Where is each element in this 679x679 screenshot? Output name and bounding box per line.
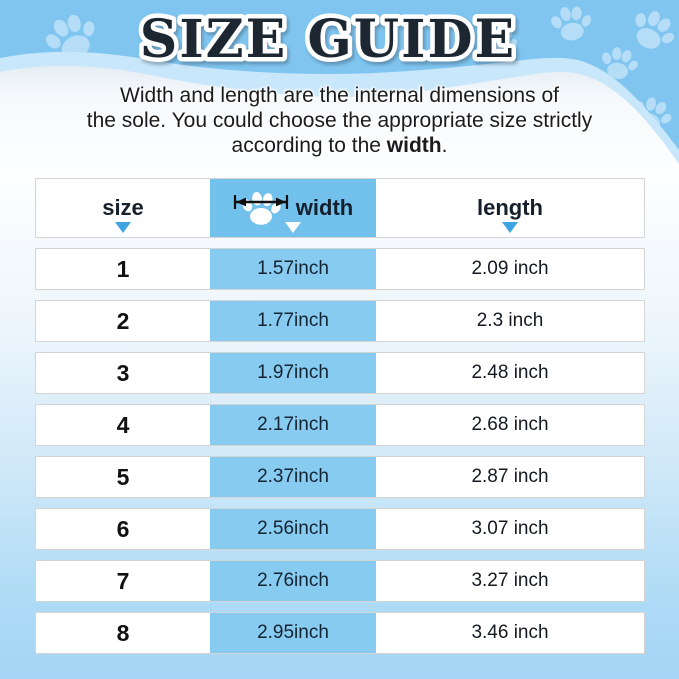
description-text: Width and length are the internal dimens… <box>0 83 679 158</box>
size-value: 2 <box>116 307 130 334</box>
size-value: 5 <box>116 463 130 490</box>
wave-white <box>0 65 679 175</box>
table-header-row: size width length <box>35 178 645 238</box>
width-value: 1.57inch <box>210 249 376 289</box>
size-value: 6 <box>116 515 130 542</box>
page-title: SIZE GUIDE <box>140 9 516 70</box>
header-length-label: length <box>477 195 543 220</box>
width-value: 2.37inch <box>210 457 376 497</box>
table-row: 2 1.77inch 2.3 inch <box>35 300 645 342</box>
width-value: 2.17inch <box>210 405 376 445</box>
length-value: 2.48 inch <box>471 362 549 383</box>
length-value: 2.68 inch <box>471 414 549 435</box>
width-value: 1.77inch <box>210 301 376 341</box>
table-row: 6 2.56inch 3.07 inch <box>35 508 645 550</box>
size-value: 8 <box>116 619 130 646</box>
table-row: 7 2.76inch 3.27 inch <box>35 560 645 602</box>
width-value: 2.76inch <box>210 561 376 601</box>
width-emphasis: width <box>386 134 442 157</box>
description-line-3: according to the width. <box>231 134 448 157</box>
size-value: 7 <box>116 567 130 594</box>
length-value: 3.07 inch <box>471 518 549 539</box>
paw-width-arrow-icon <box>233 191 288 225</box>
length-value: 3.46 inch <box>471 622 549 643</box>
header-length: length <box>376 179 644 237</box>
table-row: 4 2.17inch 2.68 inch <box>35 404 645 446</box>
size-value: 1 <box>116 255 130 282</box>
length-value: 2.87 inch <box>471 466 549 487</box>
table-row: 3 1.97inch 2.48 inch <box>35 352 645 394</box>
size-value: 4 <box>116 411 130 438</box>
description-line-1: Width and length are the internal dimens… <box>120 84 559 107</box>
table-row: 1 1.57inch 2.09 inch <box>35 248 645 290</box>
title-graphic: SIZE GUIDE <box>135 5 518 75</box>
width-value: 2.56inch <box>210 509 376 549</box>
length-value: 2.3 inch <box>476 310 544 331</box>
banner-wave-graphic <box>0 0 679 175</box>
down-triangle-icon <box>285 222 301 233</box>
length-value: 3.27 inch <box>471 570 549 591</box>
description-line-2: the sole. You could choose the appropria… <box>86 109 593 132</box>
down-triangle-icon <box>502 222 518 233</box>
size-table: size width length <box>35 178 645 654</box>
size-value: 3 <box>116 359 130 386</box>
table-row: 5 2.37inch 2.87 inch <box>35 456 645 498</box>
length-value: 2.09 inch <box>471 258 549 279</box>
table-row: 8 2.95inch 3.46 inch <box>35 612 645 654</box>
header-size: size <box>36 179 210 237</box>
header-size-label: size <box>102 195 144 220</box>
width-value: 2.95inch <box>210 613 376 653</box>
width-value: 1.97inch <box>210 353 376 393</box>
header-width-label: width <box>295 195 354 220</box>
down-triangle-icon <box>115 222 131 233</box>
